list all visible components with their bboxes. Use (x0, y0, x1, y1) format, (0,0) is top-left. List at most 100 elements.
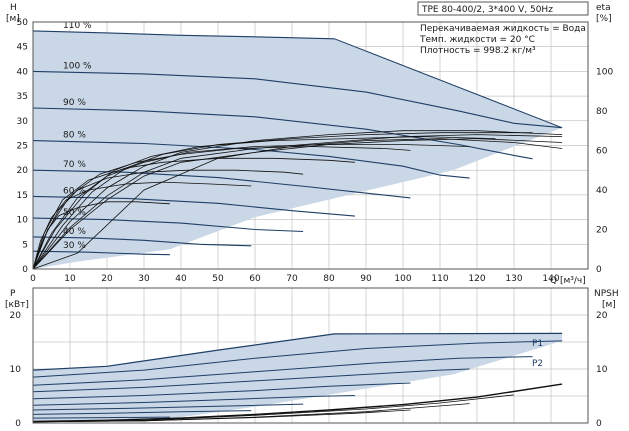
power-ylabel-unit: [кВт] (5, 300, 29, 310)
power-curve (32, 416, 170, 419)
speed-label: 110 % (63, 21, 92, 31)
speed-label: 30 % (63, 241, 86, 251)
head-y-tick-label: 5 (22, 240, 28, 250)
npsh-curve (32, 409, 411, 423)
eta-curve (32, 157, 355, 270)
head-x-tick-label: 10 (64, 274, 76, 284)
eta-y-tick-label: 100 (596, 67, 613, 77)
head-x-tick-label: 80 (323, 274, 335, 284)
head-ylabel-unit: [м] (6, 14, 20, 24)
eta-curve (32, 134, 563, 270)
head-curve (32, 236, 252, 247)
eta-y-tick-label: 40 (596, 186, 608, 196)
eta-curve (32, 132, 533, 270)
power-y-tick-label: 20 (10, 311, 22, 321)
head-y-ticks: 0 5 10 15 20 25 30 35 40 45 50 (17, 18, 29, 275)
head-curves: 110 % 100 % 90 % 80 % 70 % 60 % 50 % 40 % 30 % (32, 21, 563, 256)
head-y-tick-label: 20 (17, 166, 29, 176)
eta-ylabel-symbol: eta (596, 3, 611, 13)
power-curves (32, 332, 563, 419)
head-y-tick-label: 35 (17, 92, 28, 102)
chart-title: TPE 80-400/2, 3*400 V, 50Hz (421, 5, 553, 15)
series-label-p1: P1 (532, 339, 543, 349)
eta-y-ticks: 0 20 40 60 80 100 (596, 67, 613, 275)
head-x-tick-label: 0 (30, 274, 36, 284)
head-x-tick-label: 100 (394, 274, 411, 284)
envelope-edge (334, 38, 563, 129)
power-y-tick-label: 10 (10, 365, 22, 375)
npsh-y-tick-label: 10 (596, 365, 608, 375)
power-curve (32, 332, 563, 371)
head-y-tick-label: 40 (17, 67, 29, 77)
head-curve (32, 30, 335, 40)
head-curve (32, 70, 563, 129)
power-curve (32, 395, 355, 406)
eta-curve (32, 146, 411, 270)
head-x-tick-label: 20 (101, 274, 113, 284)
head-x-tick-label: 30 (138, 274, 150, 284)
head-curve (32, 107, 533, 160)
eta-curve (32, 169, 304, 270)
eta-ylabel-unit: [%] (596, 14, 612, 24)
power-curve (32, 356, 533, 386)
head-plot-frame (32, 21, 589, 270)
power-envelope (33, 333, 563, 422)
eta-y-tick-label: 20 (596, 225, 608, 235)
eta-y-tick-label: 0 (596, 265, 602, 275)
info-temperature: Темп. жидкости = 20 °C (419, 35, 535, 45)
speed-label: 100 % (63, 61, 92, 71)
power-y-tick-label: 0 (15, 419, 21, 429)
head-operating-area (33, 30, 563, 270)
power-operating-area (33, 333, 563, 422)
head-y-tick-label: 45 (17, 43, 28, 53)
speed-label: 50 % (63, 208, 86, 218)
head-xlabel: Q [м³/ч] (550, 276, 586, 286)
eta-curve (32, 136, 496, 270)
npsh-curve (32, 383, 563, 423)
head-curve (32, 169, 411, 199)
power-curve (32, 368, 470, 393)
power-y-ticks: 0 10 20 (10, 311, 22, 429)
head-y-tick-label: 50 (17, 18, 29, 28)
eta-curve (32, 138, 563, 270)
npsh-y-tick-label: 0 (596, 419, 602, 429)
npsh-ylabel-symbol: NPSH (594, 289, 619, 299)
head-x-tick-label: 40 (175, 274, 187, 284)
head-y-tick-label: 25 (17, 142, 28, 152)
head-x-tick-label: 60 (249, 274, 261, 284)
npsh-y-tick-label: 20 (596, 311, 608, 321)
eta-curve (32, 138, 563, 270)
npsh-curve (32, 394, 515, 423)
speed-label: 40 % (63, 227, 86, 237)
info-liquid: Перекачиваемая жидкость = Вода (420, 24, 586, 34)
title-box (417, 1, 589, 16)
head-curve (32, 140, 470, 179)
head-curve (32, 250, 170, 256)
npsh-y-ticks: 0 10 20 (596, 311, 608, 429)
info-density: Плотность = 998.2 кг/м³ (420, 46, 536, 56)
head-x-tick-label: 90 (360, 274, 372, 284)
speed-label: 80 % (63, 131, 86, 141)
speed-label: 60 % (63, 186, 86, 196)
eta-curves (32, 130, 563, 270)
head-x-tick-label: 130 (505, 274, 522, 284)
head-y-tick-label: 0 (22, 265, 28, 275)
eta-y-tick-label: 80 (596, 107, 608, 117)
power-plot-frame (32, 287, 589, 424)
head-y-tick-label: 15 (17, 191, 28, 201)
npsh-curves (32, 383, 563, 423)
head-y-tick-label: 10 (17, 216, 29, 226)
eta-y-tick-label: 60 (596, 146, 608, 156)
head-y-tick-label: 30 (17, 117, 29, 127)
head-x-tick-label: 110 (431, 274, 448, 284)
power-ylabel-symbol: P (10, 289, 16, 299)
speed-label: 70 % (63, 160, 86, 170)
head-x-tick-label: 70 (286, 274, 298, 284)
eta-curve (32, 181, 252, 270)
head-ylabel-symbol: H (10, 3, 17, 13)
power-curve (32, 410, 252, 415)
head-x-ticks: 0 10 20 30 40 50 60 70 80 90 100 110 120 130 140 (30, 274, 560, 284)
power-curve (32, 403, 304, 411)
power-curve (32, 382, 411, 400)
